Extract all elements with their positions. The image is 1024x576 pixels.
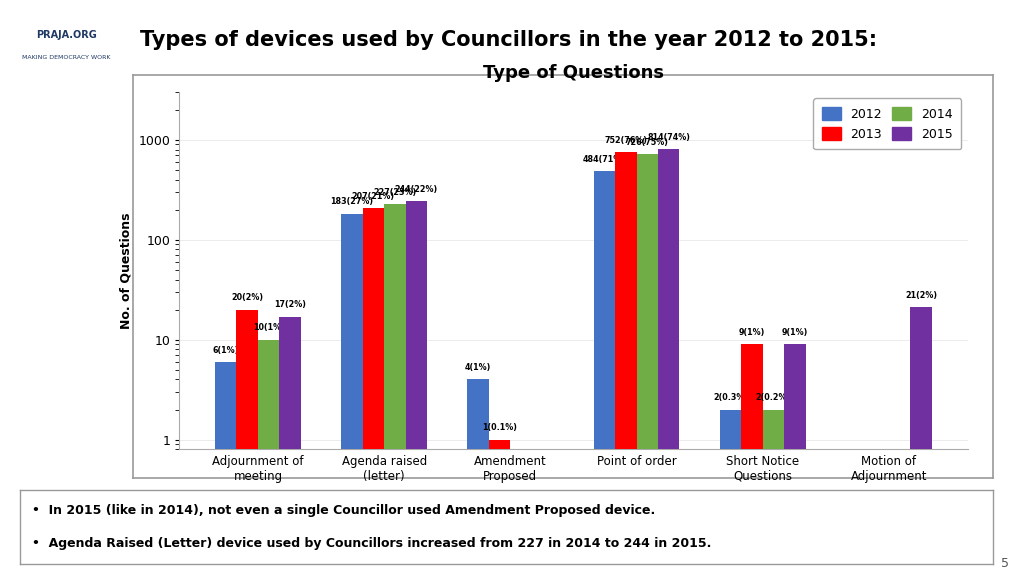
- Bar: [615, 152, 637, 576]
- Text: 2(0.3%): 2(0.3%): [713, 393, 749, 402]
- Bar: [362, 208, 384, 576]
- Bar: [658, 149, 680, 576]
- Bar: [280, 317, 301, 576]
- Bar: [215, 362, 237, 576]
- Text: •  In 2015 (like in 2014), not even a single Councillor used Amendment Proposed : • In 2015 (like in 2014), not even a sin…: [32, 504, 655, 517]
- Bar: [488, 439, 510, 576]
- Text: 20(2%): 20(2%): [231, 293, 263, 302]
- Text: MAKING DEMOCRACY WORK: MAKING DEMOCRACY WORK: [23, 55, 111, 60]
- Bar: [237, 309, 258, 576]
- Text: 244(22%): 244(22%): [394, 185, 438, 194]
- Text: 1(0.1%): 1(0.1%): [482, 423, 517, 433]
- Text: PRAJA.ORG: PRAJA.ORG: [36, 29, 97, 40]
- Y-axis label: No. of Questions: No. of Questions: [120, 213, 133, 329]
- Bar: [594, 171, 615, 576]
- Text: 814(74%): 814(74%): [647, 132, 690, 142]
- Bar: [258, 340, 280, 576]
- Text: 10(1%): 10(1%): [253, 324, 285, 332]
- Text: 21(2%): 21(2%): [905, 291, 937, 300]
- Bar: [341, 214, 362, 576]
- Text: 9(1%): 9(1%): [781, 328, 808, 337]
- Text: 726(75%): 726(75%): [626, 138, 669, 146]
- Title: Type of Questions: Type of Questions: [483, 65, 664, 82]
- Text: 9(1%): 9(1%): [739, 328, 765, 337]
- Text: 17(2%): 17(2%): [274, 301, 306, 309]
- Bar: [784, 344, 806, 576]
- Text: 183(27%): 183(27%): [331, 198, 374, 206]
- Text: Types of devices used by Councillors in the year 2012 to 2015:: Types of devices used by Councillors in …: [140, 31, 878, 50]
- Bar: [637, 154, 658, 576]
- Bar: [910, 308, 932, 576]
- Text: •  Agenda Raised (Letter) device used by Councillors increased from 227 in 2014 : • Agenda Raised (Letter) device used by …: [32, 537, 712, 550]
- Text: 484(71%): 484(71%): [583, 155, 626, 164]
- Text: 227(23%): 227(23%): [373, 188, 417, 197]
- Bar: [467, 380, 488, 576]
- Text: 5: 5: [1000, 557, 1009, 570]
- Text: 207(21%): 207(21%): [352, 192, 395, 201]
- Bar: [720, 410, 741, 576]
- Bar: [406, 201, 427, 576]
- Bar: [741, 344, 763, 576]
- Bar: [763, 410, 784, 576]
- Text: 752(76%): 752(76%): [604, 136, 647, 145]
- Text: 4(1%): 4(1%): [465, 363, 492, 372]
- Text: 2(0.2%): 2(0.2%): [756, 393, 792, 402]
- Text: 6(1%): 6(1%): [213, 346, 239, 355]
- Legend: 2012, 2013, 2014, 2015: 2012, 2013, 2014, 2015: [813, 98, 962, 149]
- Bar: [384, 204, 406, 576]
